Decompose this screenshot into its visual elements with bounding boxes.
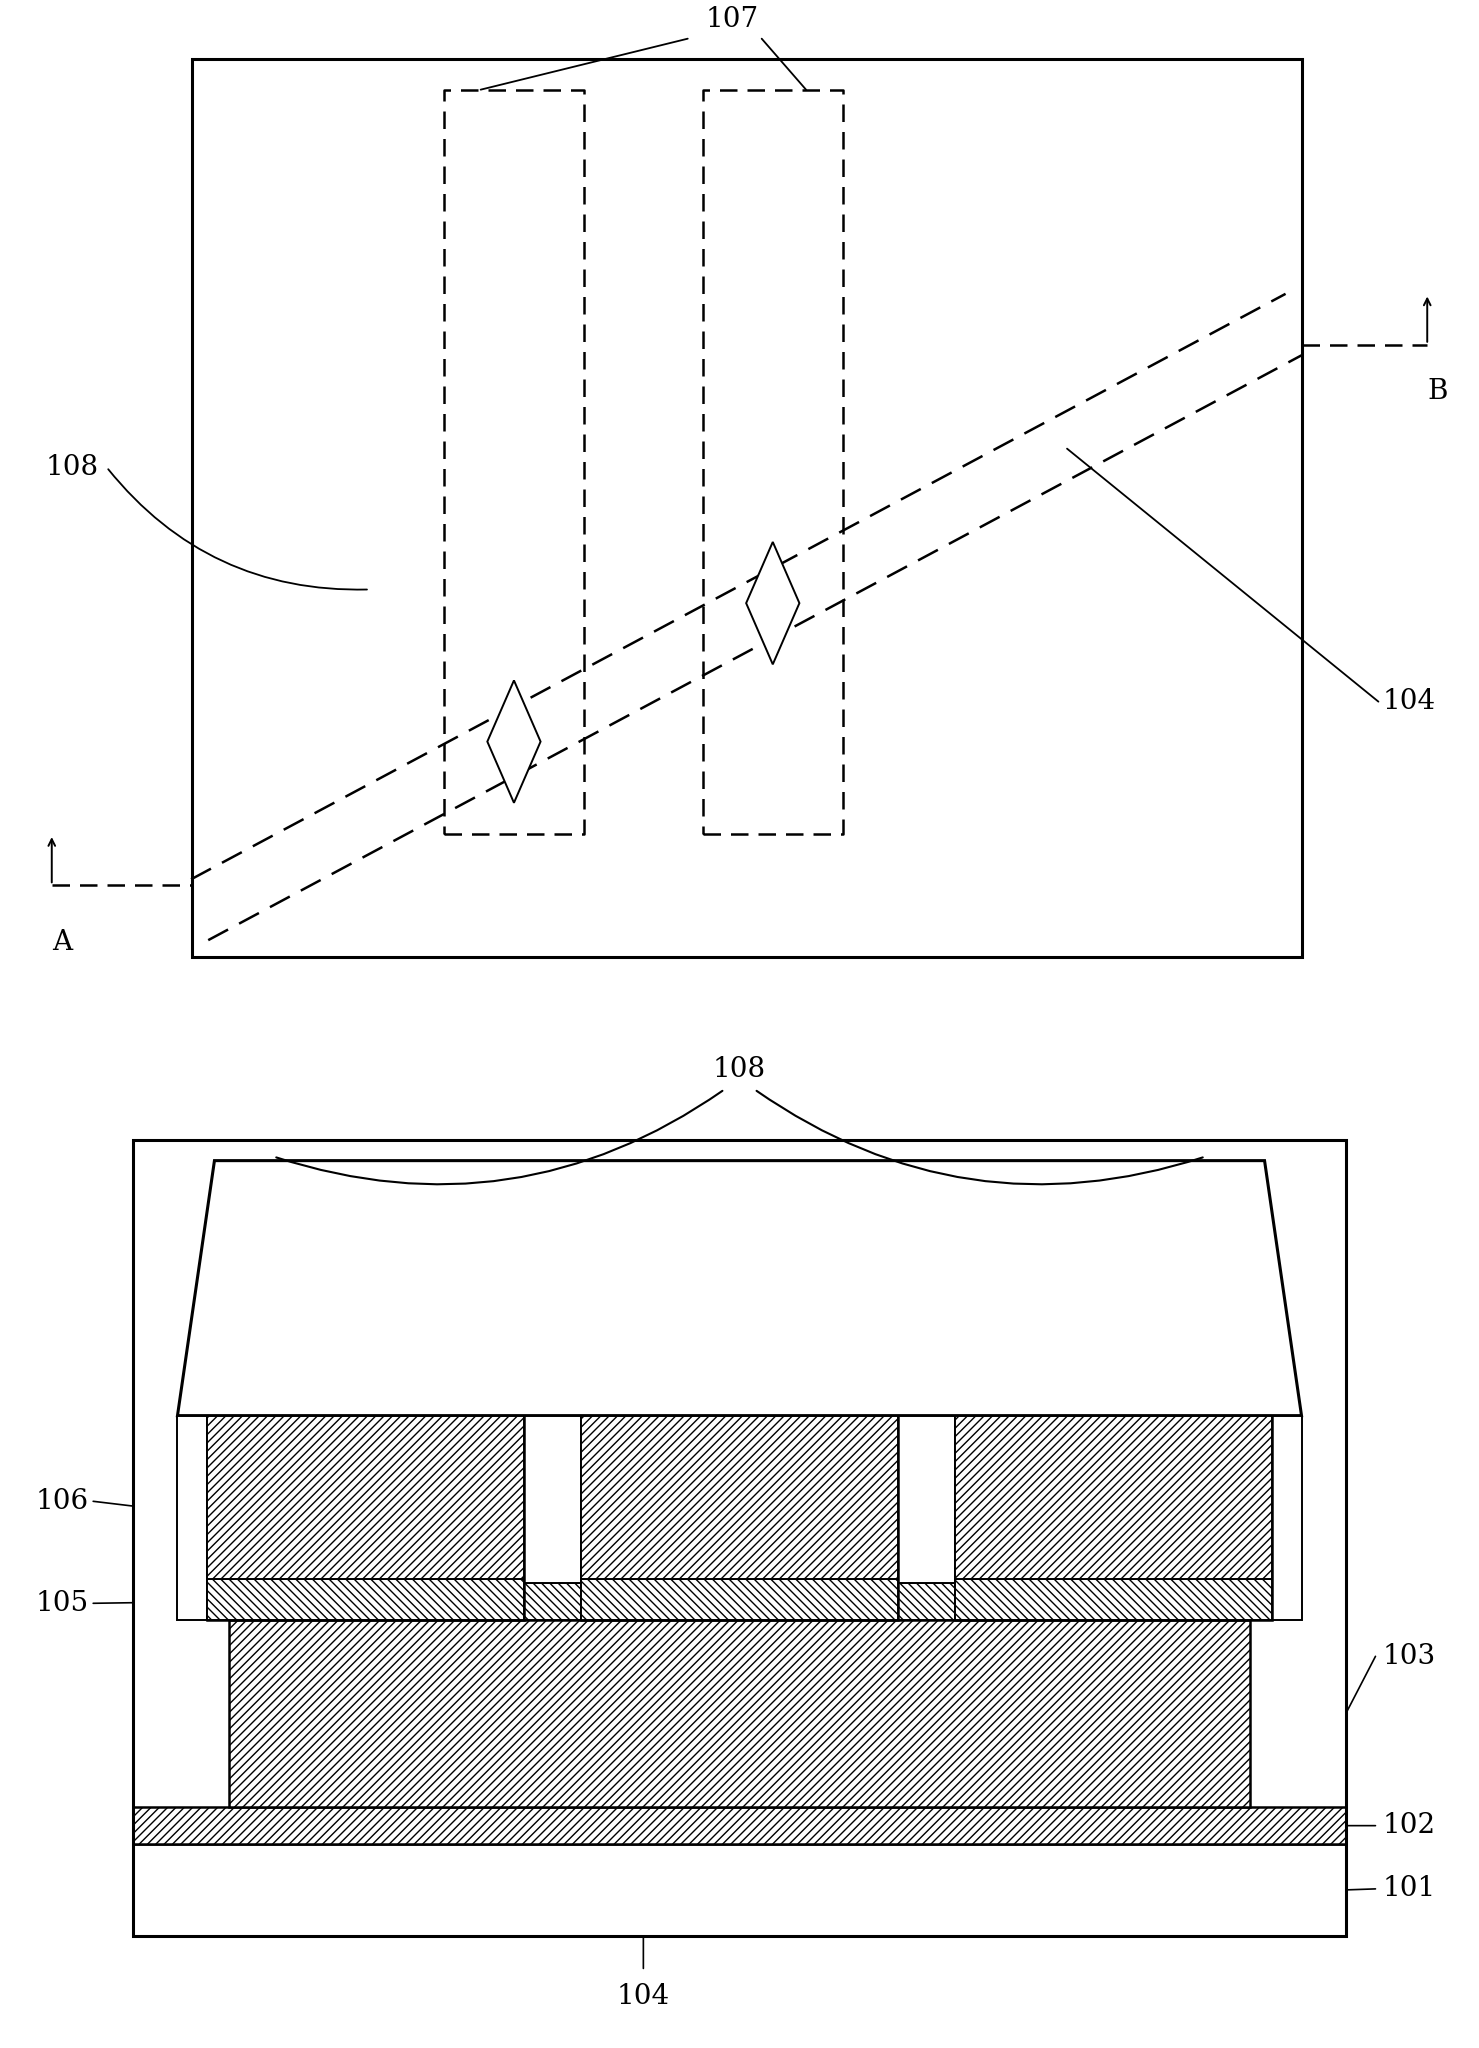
Polygon shape bbox=[229, 1583, 1250, 1620]
Polygon shape bbox=[745, 543, 799, 664]
Text: 107: 107 bbox=[705, 6, 759, 33]
Polygon shape bbox=[581, 1415, 898, 1579]
Polygon shape bbox=[133, 1806, 1346, 1843]
Text: 106: 106 bbox=[35, 1487, 89, 1516]
Polygon shape bbox=[207, 1415, 524, 1579]
Polygon shape bbox=[524, 1415, 581, 1583]
Polygon shape bbox=[955, 1579, 1272, 1620]
Polygon shape bbox=[955, 1415, 1272, 1579]
Text: A: A bbox=[52, 930, 72, 956]
Polygon shape bbox=[487, 680, 540, 803]
Polygon shape bbox=[581, 1415, 898, 1579]
Polygon shape bbox=[898, 1415, 955, 1583]
Text: 108: 108 bbox=[46, 453, 99, 481]
Polygon shape bbox=[955, 1415, 1272, 1579]
Polygon shape bbox=[229, 1620, 1250, 1806]
Text: 108: 108 bbox=[713, 1057, 766, 1083]
Text: 104: 104 bbox=[1383, 688, 1436, 715]
Polygon shape bbox=[207, 1415, 524, 1579]
Polygon shape bbox=[955, 1579, 1272, 1620]
Polygon shape bbox=[133, 1843, 1346, 1935]
Text: 101: 101 bbox=[1383, 1876, 1436, 1903]
Text: B: B bbox=[1427, 379, 1448, 406]
Text: 102: 102 bbox=[1383, 1812, 1436, 1839]
FancyArrowPatch shape bbox=[108, 469, 367, 590]
Polygon shape bbox=[207, 1579, 524, 1620]
FancyArrowPatch shape bbox=[277, 1092, 722, 1184]
Polygon shape bbox=[1272, 1415, 1302, 1620]
Polygon shape bbox=[207, 1579, 524, 1620]
Polygon shape bbox=[581, 1579, 898, 1620]
Text: 105: 105 bbox=[35, 1589, 89, 1616]
Polygon shape bbox=[177, 1161, 1302, 1415]
Text: 104: 104 bbox=[617, 1982, 670, 2009]
Text: 103: 103 bbox=[1383, 1642, 1436, 1669]
Polygon shape bbox=[177, 1415, 207, 1620]
FancyArrowPatch shape bbox=[757, 1092, 1202, 1184]
Polygon shape bbox=[581, 1579, 898, 1620]
Polygon shape bbox=[133, 1141, 1346, 1935]
